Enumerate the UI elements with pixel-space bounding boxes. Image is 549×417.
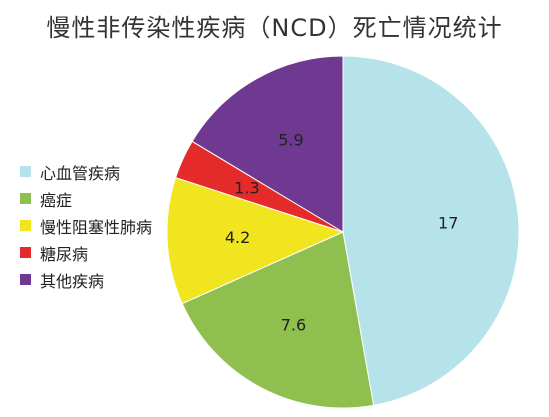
legend-item-cancer: 癌症	[20, 185, 220, 212]
legend-item-copd: 慢性阻塞性肺病	[20, 212, 220, 239]
legend-item-diabetes: 糖尿病	[20, 239, 220, 266]
pie-slice-cancer	[181, 231, 375, 409]
legend-swatch-other	[20, 274, 31, 285]
chart-legend: 心血管疾病 癌症 慢性阻塞性肺病 糖尿病 其他疾病	[20, 158, 220, 293]
legend-item-other: 其他疾病	[20, 266, 220, 293]
legend-swatch-copd	[20, 220, 31, 231]
pie-value-label-diabetes: 1.3	[234, 179, 259, 198]
pie-value-label-other: 5.9	[278, 131, 303, 150]
pie-slice-cardiovascular	[342, 55, 520, 406]
legend-label-cancer: 癌症	[40, 190, 73, 210]
pie-slices	[166, 55, 520, 409]
legend-label-diabetes: 糖尿病	[40, 244, 89, 264]
pie-value-label-copd: 4.2	[225, 228, 250, 247]
legend-swatch-cardiovascular	[20, 166, 31, 177]
legend-swatch-cancer	[20, 193, 31, 204]
pie-slice-copd	[166, 176, 345, 305]
pie-value-label-cardiovascular: 17	[438, 213, 458, 232]
legend-label-other: 其他疾病	[40, 271, 105, 291]
pie-value-label-cancer: 7.6	[281, 316, 306, 335]
chart-title: 慢性非传染性疾病（NCD）死亡情况统计	[46, 14, 503, 42]
legend-label-copd: 慢性阻塞性肺病	[40, 217, 153, 237]
pie-slice-other	[191, 55, 344, 233]
legend-item-cardiovascular: 心血管疾病	[20, 158, 220, 185]
pie-value-labels: 17 7.6 4.2 1.3 5.9	[225, 131, 459, 335]
legend-label-cardiovascular: 心血管疾病	[40, 163, 121, 183]
legend-swatch-diabetes	[20, 247, 31, 258]
